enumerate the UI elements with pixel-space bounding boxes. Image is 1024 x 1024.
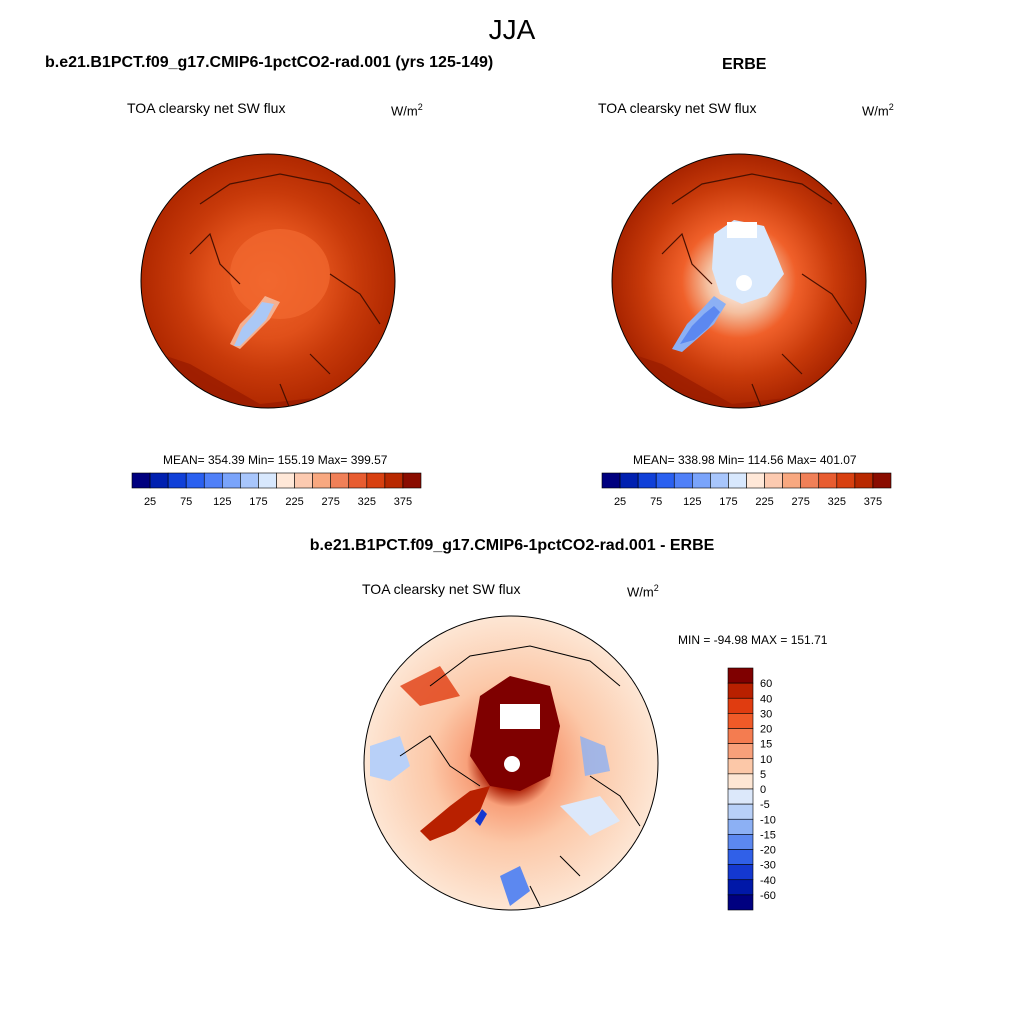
colorbar-tick-label: -15	[760, 829, 776, 841]
colorbar-tick-label: 275	[322, 496, 340, 508]
colorbar-swatch	[727, 894, 754, 911]
colorbar-swatch	[294, 472, 313, 489]
colorbar-swatch	[727, 682, 754, 699]
colorbar-tick-label: 325	[358, 496, 376, 508]
left-subtitle: TOA clearsky net SW flux	[127, 100, 286, 116]
colorbar-tick-label: 125	[683, 496, 701, 508]
colorbar-swatch	[601, 472, 621, 489]
colorbar-swatch	[619, 472, 639, 489]
colorbar-swatch	[276, 472, 295, 489]
colorbar-tick-label: 225	[755, 496, 773, 508]
colorbar-tick-label: -5	[760, 799, 770, 811]
main-title: JJA	[488, 14, 536, 45]
colorbar-swatch	[727, 697, 754, 714]
colorbar-swatch	[800, 472, 820, 489]
colorbar-swatch	[312, 472, 331, 489]
colorbar-swatch	[782, 472, 801, 489]
left-units: W/m2	[391, 102, 423, 119]
colorbar-tick-label: 60	[760, 678, 772, 690]
colorbar-swatch	[258, 472, 277, 489]
colorbar-swatch	[710, 472, 729, 489]
colorbar-swatch	[185, 472, 205, 489]
colorbar-swatch	[240, 472, 259, 489]
colorbar-swatch	[167, 472, 187, 489]
colorbar-swatch	[727, 713, 754, 729]
left-stats: MEAN= 354.39 Min= 155.19 Max= 399.57	[163, 453, 388, 467]
colorbar-swatch	[818, 472, 838, 489]
colorbar-swatch	[746, 472, 765, 489]
colorbar-swatch	[854, 472, 874, 489]
colorbar-swatch	[222, 472, 241, 489]
colorbar-swatch	[203, 472, 223, 489]
colorbar-tick-label: -20	[760, 845, 776, 857]
colorbar-tick-label: 75	[180, 496, 192, 508]
colorbar-tick-label: 125	[213, 496, 231, 508]
colorbar-tick-label: -40	[760, 875, 776, 887]
diff-polar-map	[363, 615, 659, 911]
colorbar-swatch	[727, 758, 754, 775]
colorbar-swatch	[673, 472, 693, 489]
diff-panel-header: b.e21.B1PCT.f09_g17.CMIP6-1pctCO2-rad.00…	[309, 537, 715, 554]
colorbar-tick-label: -60	[760, 890, 776, 902]
colorbar-tick-label: 0	[760, 784, 766, 796]
colorbar-swatch	[872, 472, 892, 489]
colorbar-swatch	[764, 472, 783, 489]
colorbar-swatch	[149, 472, 169, 489]
colorbar-swatch	[402, 472, 422, 489]
colorbar-swatch	[330, 472, 350, 489]
colorbar-tick-label: 375	[394, 496, 412, 508]
colorbar-swatch	[637, 472, 657, 489]
colorbar-swatch	[727, 818, 754, 835]
colorbar-tick-label: 40	[760, 693, 772, 705]
colorbar-tick-label: 75	[650, 496, 662, 508]
colorbar-tick-label: 5	[760, 769, 766, 781]
colorbar-swatch	[348, 472, 368, 489]
colorbar-swatch	[727, 834, 754, 850]
right-polar-map	[611, 153, 867, 409]
colorbar-swatch	[692, 472, 711, 489]
colorbar-swatch	[384, 472, 404, 489]
colorbar-tick-label: 10	[760, 754, 772, 766]
colorbar-swatch	[727, 879, 754, 896]
left-polar-map	[140, 153, 396, 409]
colorbar-swatch	[728, 472, 747, 489]
colorbar-swatch	[131, 472, 151, 489]
diff-subtitle: TOA clearsky net SW flux	[362, 581, 521, 597]
colorbar-swatch	[655, 472, 675, 489]
diff-colorbar: 60 40 30 20 15 10 5 0 -5 -10 -15 -20 -30 -40 -60	[727, 667, 776, 911]
colorbar-swatch	[727, 773, 754, 790]
diff-units: W/m2	[627, 583, 659, 600]
colorbar-swatch	[727, 743, 754, 760]
colorbar-tick-label: -10	[760, 814, 776, 826]
colorbar-tick-label: 15	[760, 739, 772, 751]
left-colorbar: 25 75 125 175 225 275 325 375	[131, 472, 422, 508]
colorbar-tick-label: 175	[249, 496, 267, 508]
left-panel-header: b.e21.B1PCT.f09_g17.CMIP6-1pctCO2-rad.00…	[45, 54, 494, 71]
colorbar-swatch	[727, 803, 754, 820]
colorbar-swatch	[366, 472, 386, 489]
colorbar-swatch	[727, 728, 754, 744]
colorbar-tick-label: 175	[719, 496, 737, 508]
colorbar-tick-label: 325	[828, 496, 846, 508]
right-stats: MEAN= 338.98 Min= 114.56 Max= 401.07	[633, 453, 857, 467]
colorbar-tick-label: -30	[760, 860, 776, 872]
colorbar-tick-label: 225	[285, 496, 303, 508]
colorbar-tick-label: 20	[760, 724, 772, 736]
colorbar-swatch	[727, 849, 754, 865]
colorbar-tick-label: 30	[760, 708, 772, 720]
right-units: W/m2	[862, 102, 894, 119]
colorbar-tick-label: 25	[614, 496, 626, 508]
right-panel-header: ERBE	[722, 56, 767, 73]
right-colorbar: 25 75 125 175 225 275 325 375	[601, 472, 892, 508]
colorbar-swatch	[836, 472, 856, 489]
colorbar-swatch	[727, 864, 754, 881]
colorbar-swatch	[727, 788, 754, 805]
colorbar-tick-label: 375	[864, 496, 882, 508]
colorbar-swatch	[727, 667, 754, 684]
colorbar-tick-label: 275	[792, 496, 810, 508]
colorbar-tick-label: 25	[144, 496, 156, 508]
right-subtitle: TOA clearsky net SW flux	[598, 100, 757, 116]
diff-stats: MIN = -94.98 MAX = 151.71	[678, 633, 828, 647]
